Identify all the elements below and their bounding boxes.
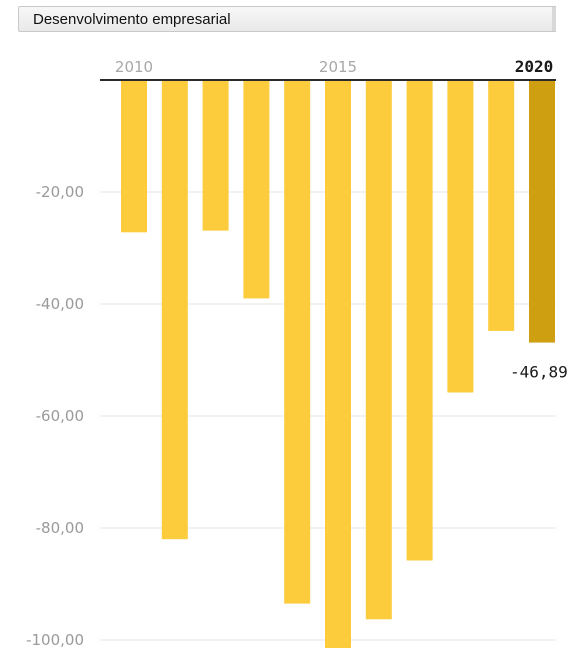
chart-title: Desenvolvimento empresarial [33,11,231,28]
bar-2010 [121,80,147,233]
chart-header: Desenvolvimento empresarial [18,6,556,32]
y-tick-label: -60,00 [36,407,84,425]
y-tick-label: -80,00 [36,519,84,537]
bar-2017 [406,80,433,561]
bar-2015 [325,80,351,648]
bar-2019 [488,80,515,331]
x-tick-label: 2020 [515,57,554,76]
bar-2012 [202,80,229,231]
highlight-data-label: -46,89 [510,363,568,382]
bar-2014 [284,80,311,604]
bar-2020 [529,80,555,343]
bar-2016 [365,80,392,620]
bar-2018 [447,80,474,393]
bar-2013 [243,80,270,299]
x-tick-label: 2010 [115,58,153,76]
x-tick-label: 2015 [319,58,357,76]
y-tick-label: -40,00 [36,295,84,313]
bar-2011 [161,80,188,540]
y-tick-label: -100,00 [26,631,84,648]
y-tick-label: -20,00 [36,183,84,201]
header-scroll-edge [552,7,556,31]
